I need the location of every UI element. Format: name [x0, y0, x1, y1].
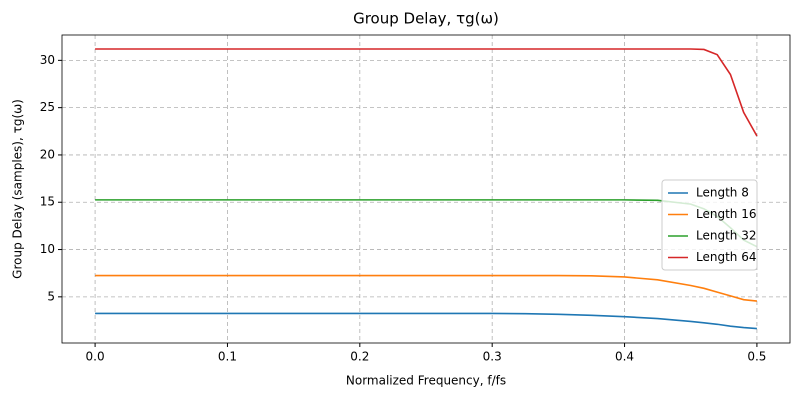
- legend-label: Length 16: [696, 207, 756, 221]
- y-tick-label: 20: [40, 147, 55, 161]
- x-axis-label: Normalized Frequency, f/fs: [346, 374, 506, 388]
- x-tick-label: 0.0: [86, 350, 105, 364]
- legend-label: Length 8: [696, 186, 749, 200]
- chart-title: Group Delay, τg(ω): [353, 10, 499, 28]
- legend-box: [661, 179, 758, 271]
- x-tick-label: 0.5: [747, 350, 766, 364]
- y-tick-label: 15: [40, 195, 55, 209]
- x-tick-label: 0.1: [218, 350, 237, 364]
- series-line: [95, 199, 758, 248]
- plot-frame: [61, 34, 791, 344]
- series-line: [95, 48, 758, 137]
- x-tick-label: 0.4: [615, 350, 634, 364]
- y-tick-label: 5: [47, 289, 55, 303]
- y-axis-label: Group Delay (samples), τg(ω): [11, 99, 25, 279]
- y-tick-label: 10: [40, 242, 55, 256]
- legend-label: Length 64: [696, 250, 756, 264]
- legend-label: Length 32: [696, 229, 756, 243]
- x-tick-label: 0.2: [350, 350, 369, 364]
- series-line: [95, 274, 757, 302]
- x-tick-label: 0.3: [483, 350, 502, 364]
- y-tick-label: 25: [40, 100, 55, 114]
- legend: Length 8 Length 16 Length 32 Length 64: [661, 179, 758, 271]
- series-line: [95, 312, 757, 330]
- y-tick-label: 30: [40, 53, 55, 67]
